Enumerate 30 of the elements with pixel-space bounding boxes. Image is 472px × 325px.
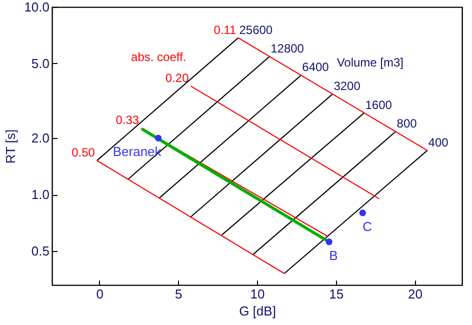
- y-tick-label: 2.0: [31, 130, 50, 146]
- annotation: Volume [m3]: [336, 56, 404, 70]
- series-label: 3200: [334, 78, 361, 93]
- x-tick-label: 0: [96, 286, 104, 302]
- x-tick-label: 20: [408, 286, 422, 302]
- point: [154, 134, 162, 142]
- y-tick-label: 5.0: [31, 56, 50, 71]
- series-label: 0.50: [72, 146, 96, 160]
- x-axis-title: G [dB]: [239, 304, 276, 318]
- point: [326, 238, 332, 246]
- series-label: 0.11: [214, 22, 237, 37]
- annotation: abs. coeff.: [131, 50, 186, 64]
- point: [359, 209, 366, 216]
- y-tick-label: 0.5: [31, 244, 50, 259]
- series-label: 6400: [302, 60, 330, 74]
- x-tick-label: 15: [329, 286, 344, 302]
- series-label: C: [362, 218, 372, 234]
- x-tick-label: 10: [250, 286, 265, 302]
- series-label: 25600: [239, 22, 273, 37]
- series-label: 0.20: [165, 71, 190, 86]
- series-label: 12800: [270, 41, 304, 56]
- series-label: B: [329, 248, 338, 263]
- y-axis-title: RT [s]: [3, 129, 18, 164]
- y-tick-label: 10.0: [24, 0, 50, 14]
- x-tick-label: 5: [175, 286, 182, 302]
- series-label: 0.33: [116, 113, 140, 128]
- series-label: 800: [396, 116, 418, 131]
- series-label: 400: [428, 135, 449, 150]
- y-tick-label: 1.0: [31, 187, 50, 202]
- series-label: 1600: [365, 98, 392, 112]
